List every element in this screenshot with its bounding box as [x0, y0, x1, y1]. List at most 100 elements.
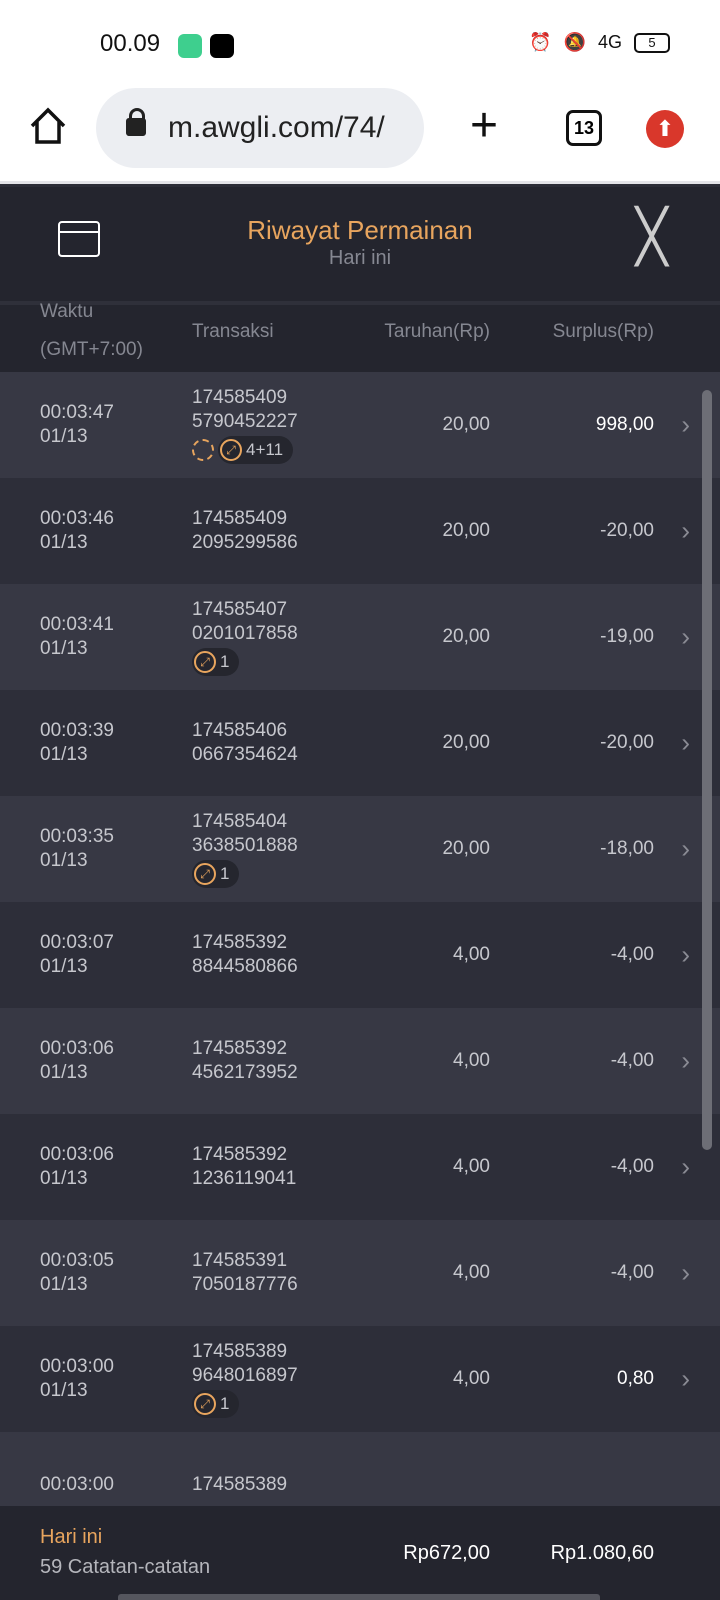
row-date: 01/13 — [40, 638, 88, 659]
row-tx-id-2: 3638501888 — [192, 835, 298, 856]
row-tx-id: 174585389 — [192, 1341, 288, 1362]
table-row[interactable]: 00:03:06 01/13 174585392 4562173952 4,00 -4,0… — [0, 1008, 720, 1114]
new-tab-icon[interactable]: + — [470, 99, 499, 152]
col-bet: Taruhan(Rp) — [384, 321, 490, 342]
row-date: 01/13 — [40, 426, 88, 447]
row-bet: 20,00 — [442, 414, 490, 435]
row-date: 01/13 — [40, 744, 88, 765]
update-icon[interactable]: ⬆ — [646, 110, 684, 148]
record-count: 59 Catatan-catatan — [40, 1556, 211, 1578]
table-row[interactable]: 00:03:47 01/13 174585409 5790452227 ⤢ 4+11 20,… — [0, 372, 720, 478]
url-text: m.awgli.com/74/ — [168, 111, 385, 144]
row-bet: 4,00 — [453, 1050, 490, 1071]
row-tx-id-2: 9648016897 — [192, 1365, 298, 1386]
clock: 00.09 — [100, 30, 161, 57]
table-row[interactable]: 00:03:41 01/13 174585407 0201017858 ⤢ 1 20,00 -… — [0, 584, 720, 690]
row-time: 00:03:39 — [40, 720, 114, 741]
row-tx-id: 174585392 — [192, 1144, 288, 1165]
close-icon[interactable]: ╳ — [636, 208, 668, 266]
free-spin-icon: ⤢ — [194, 651, 216, 673]
row-tx-id-2: 8844580866 — [192, 956, 298, 977]
chevron-right-icon[interactable]: › — [681, 833, 690, 864]
row-tx-id-2: 0201017858 — [192, 623, 298, 644]
chevron-right-icon[interactable]: › — [681, 621, 690, 652]
chevron-right-icon[interactable]: › — [681, 1151, 690, 1182]
row-bet: 20,00 — [442, 626, 490, 647]
row-date: 01/13 — [40, 956, 88, 977]
table-row[interactable]: 00:03:06 01/13 174585392 1236119041 4,00 -4,0… — [0, 1114, 720, 1220]
row-time: 00:03:35 — [40, 826, 114, 847]
chevron-right-icon[interactable]: › — [681, 1257, 690, 1288]
row-time: 00:03:41 — [40, 614, 114, 635]
row-surplus: -4,00 — [610, 1050, 654, 1071]
scrollbar[interactable] — [702, 390, 712, 1150]
row-date: 01/13 — [40, 850, 88, 871]
row-date: 01/13 — [40, 1380, 88, 1401]
row-surplus: -20,00 — [600, 732, 654, 753]
free-spin-badge: ⤢ 1 — [192, 1390, 240, 1418]
row-tx-id: 174585406 — [192, 720, 288, 741]
row-date: 01/13 — [40, 1062, 88, 1083]
chevron-right-icon[interactable]: › — [681, 515, 690, 546]
row-tx-id: 174585409 — [192, 387, 288, 408]
col-transaction: Transaksi — [192, 321, 274, 342]
tab-switcher-button[interactable]: 13 — [566, 110, 602, 146]
row-bet: 4,00 — [453, 1156, 490, 1177]
row-tx-id-2: 1236119041 — [192, 1168, 297, 1189]
row-time: 00:03:47 — [40, 402, 114, 423]
table-row[interactable]: 00:03:39 01/13 174585406 0667354624 20,00 -20… — [0, 690, 720, 796]
chevron-right-icon[interactable]: › — [681, 727, 690, 758]
address-bar[interactable]: m.awgli.com/74/ — [96, 88, 424, 168]
row-tx-id: 174585389 — [192, 1474, 288, 1495]
free-spin-badge: ⤢ 1 — [192, 648, 240, 676]
row-date: 01/13 — [40, 1168, 88, 1189]
row-surplus: 998,00 — [595, 414, 654, 435]
calendar-icon[interactable] — [58, 221, 100, 257]
row-time: 00:03:06 — [40, 1144, 114, 1165]
table-row[interactable]: 00:03:07 01/13 174585392 8844580866 4,00 -4,0… — [0, 902, 720, 1008]
summary-period: Hari ini — [40, 1526, 103, 1548]
free-spin-badge: ⤢ 4+11 — [218, 436, 294, 464]
row-time: 00:03:00 — [40, 1356, 114, 1377]
row-tx-id: 174585392 — [192, 932, 288, 953]
table-row[interactable]: 00:03:00 01/13 174585389 9648016897 ⤢ 1 4,00 0,… — [0, 1326, 720, 1432]
free-spin-icon: ⤢ — [194, 863, 216, 885]
row-tx-id-2: 2095299586 — [192, 532, 298, 553]
row-tx-id: 174585392 — [192, 1038, 288, 1059]
status-bar: 00.09 ⏰ 🔕 4G 5 — [0, 0, 720, 88]
table-row[interactable]: 00:03:05 01/13 174585391 7050187776 4,00 -4,0… — [0, 1220, 720, 1326]
table-row[interactable]: 00:03:35 01/13 174585404 3638501888 ⤢ 1 20,00 -… — [0, 796, 720, 902]
col-surplus: Surplus(Rp) — [552, 321, 654, 342]
row-bet: 4,00 — [453, 944, 490, 965]
row-date: 01/13 — [40, 1274, 88, 1295]
row-tx-id: 174585404 — [192, 811, 288, 832]
chevron-right-icon[interactable]: › — [681, 1045, 690, 1076]
row-date: 01/13 — [40, 532, 88, 553]
row-time: 00:03:46 — [40, 508, 114, 529]
signal-icon: 4G — [597, 32, 622, 52]
row-tx-id-2: 0667354624 — [192, 744, 298, 765]
row-tx-id: 174585391 — [192, 1250, 288, 1271]
mute-icon: 🔕 — [563, 32, 586, 52]
row-tx-id: 174585409 — [192, 508, 288, 529]
summary-footer: Hari ini 59 Catatan-catatan Rp672,00 Rp1… — [0, 1506, 720, 1600]
home-icon[interactable] — [28, 106, 68, 146]
row-surplus: -19,00 — [600, 626, 654, 647]
modal-header: Riwayat Permainan Hari ini ╳ — [0, 187, 720, 305]
chevron-right-icon[interactable]: › — [681, 939, 690, 970]
chevron-right-icon[interactable]: › — [681, 1363, 690, 1394]
refresh-icon — [192, 439, 214, 461]
row-bet: 4,00 — [453, 1262, 490, 1283]
row-surplus: -4,00 — [610, 944, 654, 965]
table-row[interactable]: 00:03:46 01/13 174585409 2095299586 20,00 -20… — [0, 478, 720, 584]
free-spin-icon: ⤢ — [220, 439, 242, 461]
free-spin-badge: ⤢ 1 — [192, 860, 240, 888]
row-surplus: -20,00 — [600, 520, 654, 541]
date-filter-label: Hari ini — [328, 247, 392, 269]
chevron-right-icon[interactable]: › — [681, 409, 690, 440]
total-surplus: Rp1.080,60 — [550, 1542, 654, 1564]
battery-saver-icon — [178, 34, 202, 58]
browser-toolbar: m.awgli.com/74/ + 13 ⬆ — [0, 88, 720, 184]
app-notification-icon — [210, 34, 234, 58]
row-bet: 20,00 — [442, 732, 490, 753]
